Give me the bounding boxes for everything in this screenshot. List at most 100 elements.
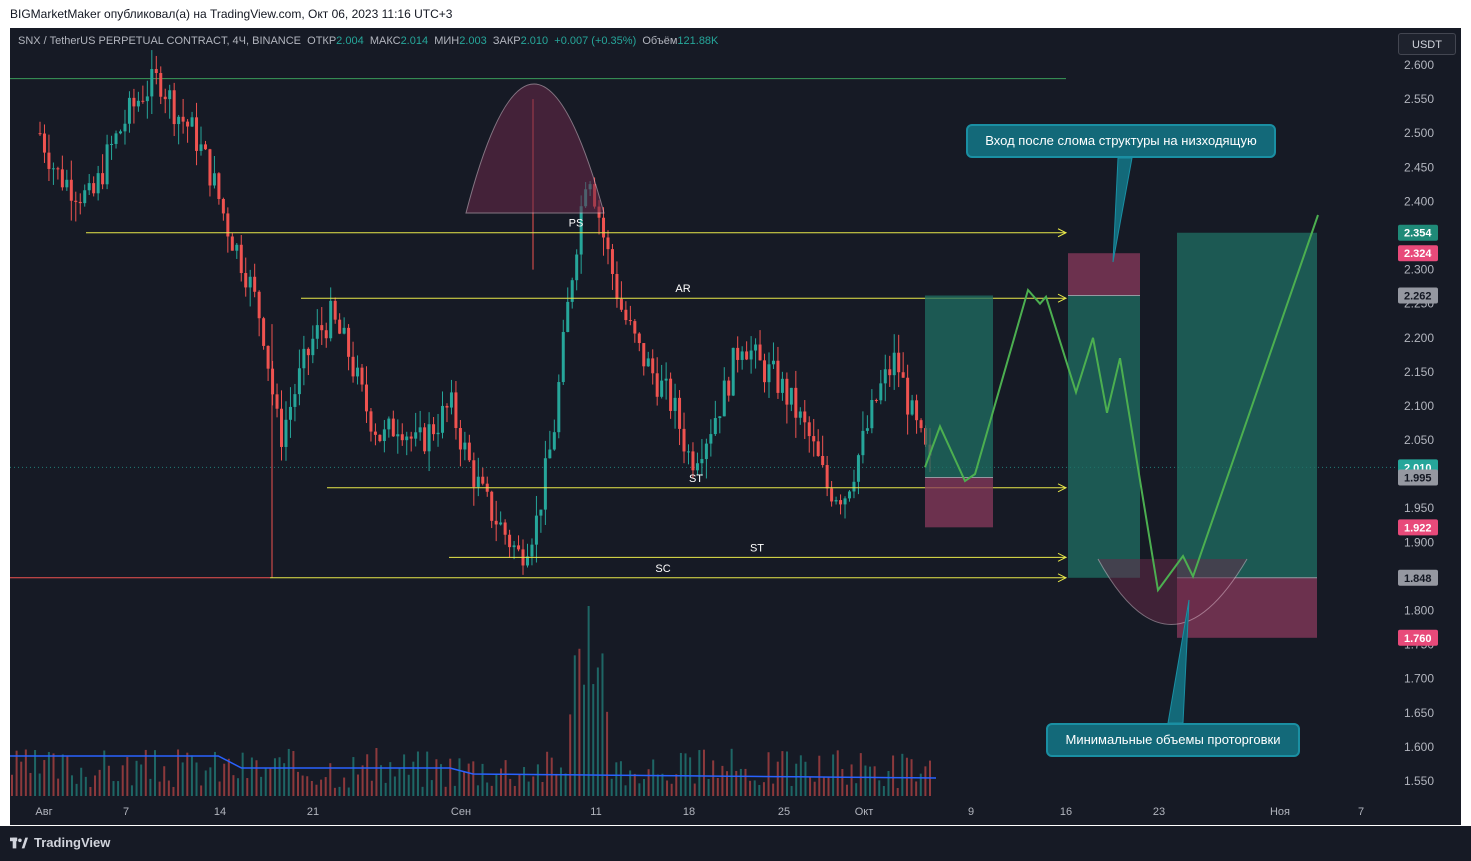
time-tick-label: 16	[1060, 806, 1072, 818]
volume-bar	[255, 760, 258, 796]
volume-bar	[301, 775, 304, 796]
volume-bar	[11, 774, 13, 796]
low-label: МИН	[434, 35, 460, 47]
candle-body	[678, 397, 682, 429]
candle-body	[56, 168, 60, 170]
candle-body	[275, 394, 279, 409]
volume-bar	[559, 767, 562, 796]
candle-body	[655, 373, 659, 397]
volume-bar	[15, 750, 18, 796]
position-profit-zone	[925, 295, 993, 478]
currency-button[interactable]: USDT	[1398, 33, 1456, 55]
candle-body	[494, 520, 498, 525]
volume-bar	[130, 785, 133, 796]
candle-body	[239, 244, 243, 274]
volume-bar	[845, 784, 848, 796]
candle-body	[190, 117, 194, 127]
candle-body	[776, 360, 780, 393]
volume-bar	[260, 776, 263, 796]
candle-body	[745, 351, 749, 360]
volume-label: Объём	[642, 35, 678, 47]
candle-body	[843, 498, 847, 505]
candle-body	[861, 430, 865, 456]
volume-bar	[832, 754, 835, 796]
volume-bar	[495, 773, 498, 796]
position-profit-zone	[1177, 232, 1317, 578]
candle-body	[503, 522, 507, 535]
volume-bar	[80, 767, 83, 796]
volume-bar	[370, 780, 373, 796]
volume-bar	[218, 781, 221, 796]
price-tick-label: 1.600	[1404, 740, 1434, 754]
candle-body	[467, 442, 471, 461]
level-arrow	[1057, 552, 1068, 562]
volume-bar	[642, 778, 645, 796]
volume-bar	[578, 648, 581, 796]
candle-body	[852, 481, 856, 492]
level-label: SC	[655, 563, 670, 575]
candle-body	[208, 149, 212, 186]
entry-callout-pointer	[1112, 157, 1133, 263]
volume-bar	[749, 780, 752, 796]
candle-body	[306, 348, 310, 356]
candle-body	[441, 405, 445, 433]
volume-bar	[499, 768, 502, 796]
volume-bar	[172, 786, 175, 796]
candle-body	[570, 280, 574, 302]
volume-bar	[407, 774, 410, 796]
candle-body	[235, 244, 239, 251]
volume-bar	[47, 752, 50, 796]
candle-body	[910, 400, 914, 415]
candle-body	[642, 343, 646, 367]
volume-bar	[735, 770, 738, 796]
position-profit-zone	[1068, 295, 1140, 578]
bottom-bar	[0, 826, 1471, 861]
candle-body	[369, 411, 373, 432]
candle-body	[373, 431, 377, 435]
volume-bar	[633, 773, 636, 796]
candle-body	[736, 347, 740, 360]
volume-bar	[698, 750, 701, 796]
volume-bar	[126, 757, 129, 796]
price-tick-label: 2.550	[1404, 92, 1434, 106]
volume-bar	[435, 759, 438, 796]
high-value: 2.014	[400, 35, 429, 47]
candle-body	[517, 545, 521, 550]
tradingview-logo[interactable]: TradingView	[10, 835, 110, 850]
candle-body	[405, 436, 409, 441]
volume-bar	[195, 762, 198, 796]
price-tick-label: 2.150	[1404, 365, 1434, 379]
volume-bar	[624, 785, 627, 796]
volume-bar	[601, 653, 604, 796]
volume-bar	[864, 765, 867, 796]
candle-body	[606, 237, 610, 250]
candle-body	[449, 392, 453, 408]
volume-bar	[661, 773, 664, 796]
candle-body	[557, 382, 561, 433]
volume-bar	[481, 763, 484, 796]
position-loss-zone	[925, 477, 993, 528]
volume-bar	[135, 760, 138, 796]
candle-body	[825, 465, 829, 489]
candle-body	[624, 309, 628, 321]
volume-bar	[619, 761, 622, 796]
volume-bar	[564, 773, 567, 796]
volume-bar	[375, 748, 378, 796]
close-label: ЗАКР	[492, 35, 521, 47]
candle-body	[101, 173, 105, 185]
candle-body	[602, 217, 606, 238]
candle-body	[324, 330, 328, 339]
volume-bar	[541, 781, 544, 796]
price-tick-label: 1.700	[1404, 672, 1434, 686]
volume-bar	[440, 764, 443, 796]
volume-bar	[320, 779, 323, 796]
candles	[38, 50, 932, 578]
volume-bar	[333, 787, 336, 796]
wyckoff-levels: PS AR ST ST SC	[86, 218, 1068, 583]
candle-body	[69, 179, 73, 201]
volume-bar	[52, 753, 55, 796]
volume-bar	[380, 765, 383, 796]
volume-bar	[629, 770, 632, 796]
volume-bar	[416, 751, 419, 796]
